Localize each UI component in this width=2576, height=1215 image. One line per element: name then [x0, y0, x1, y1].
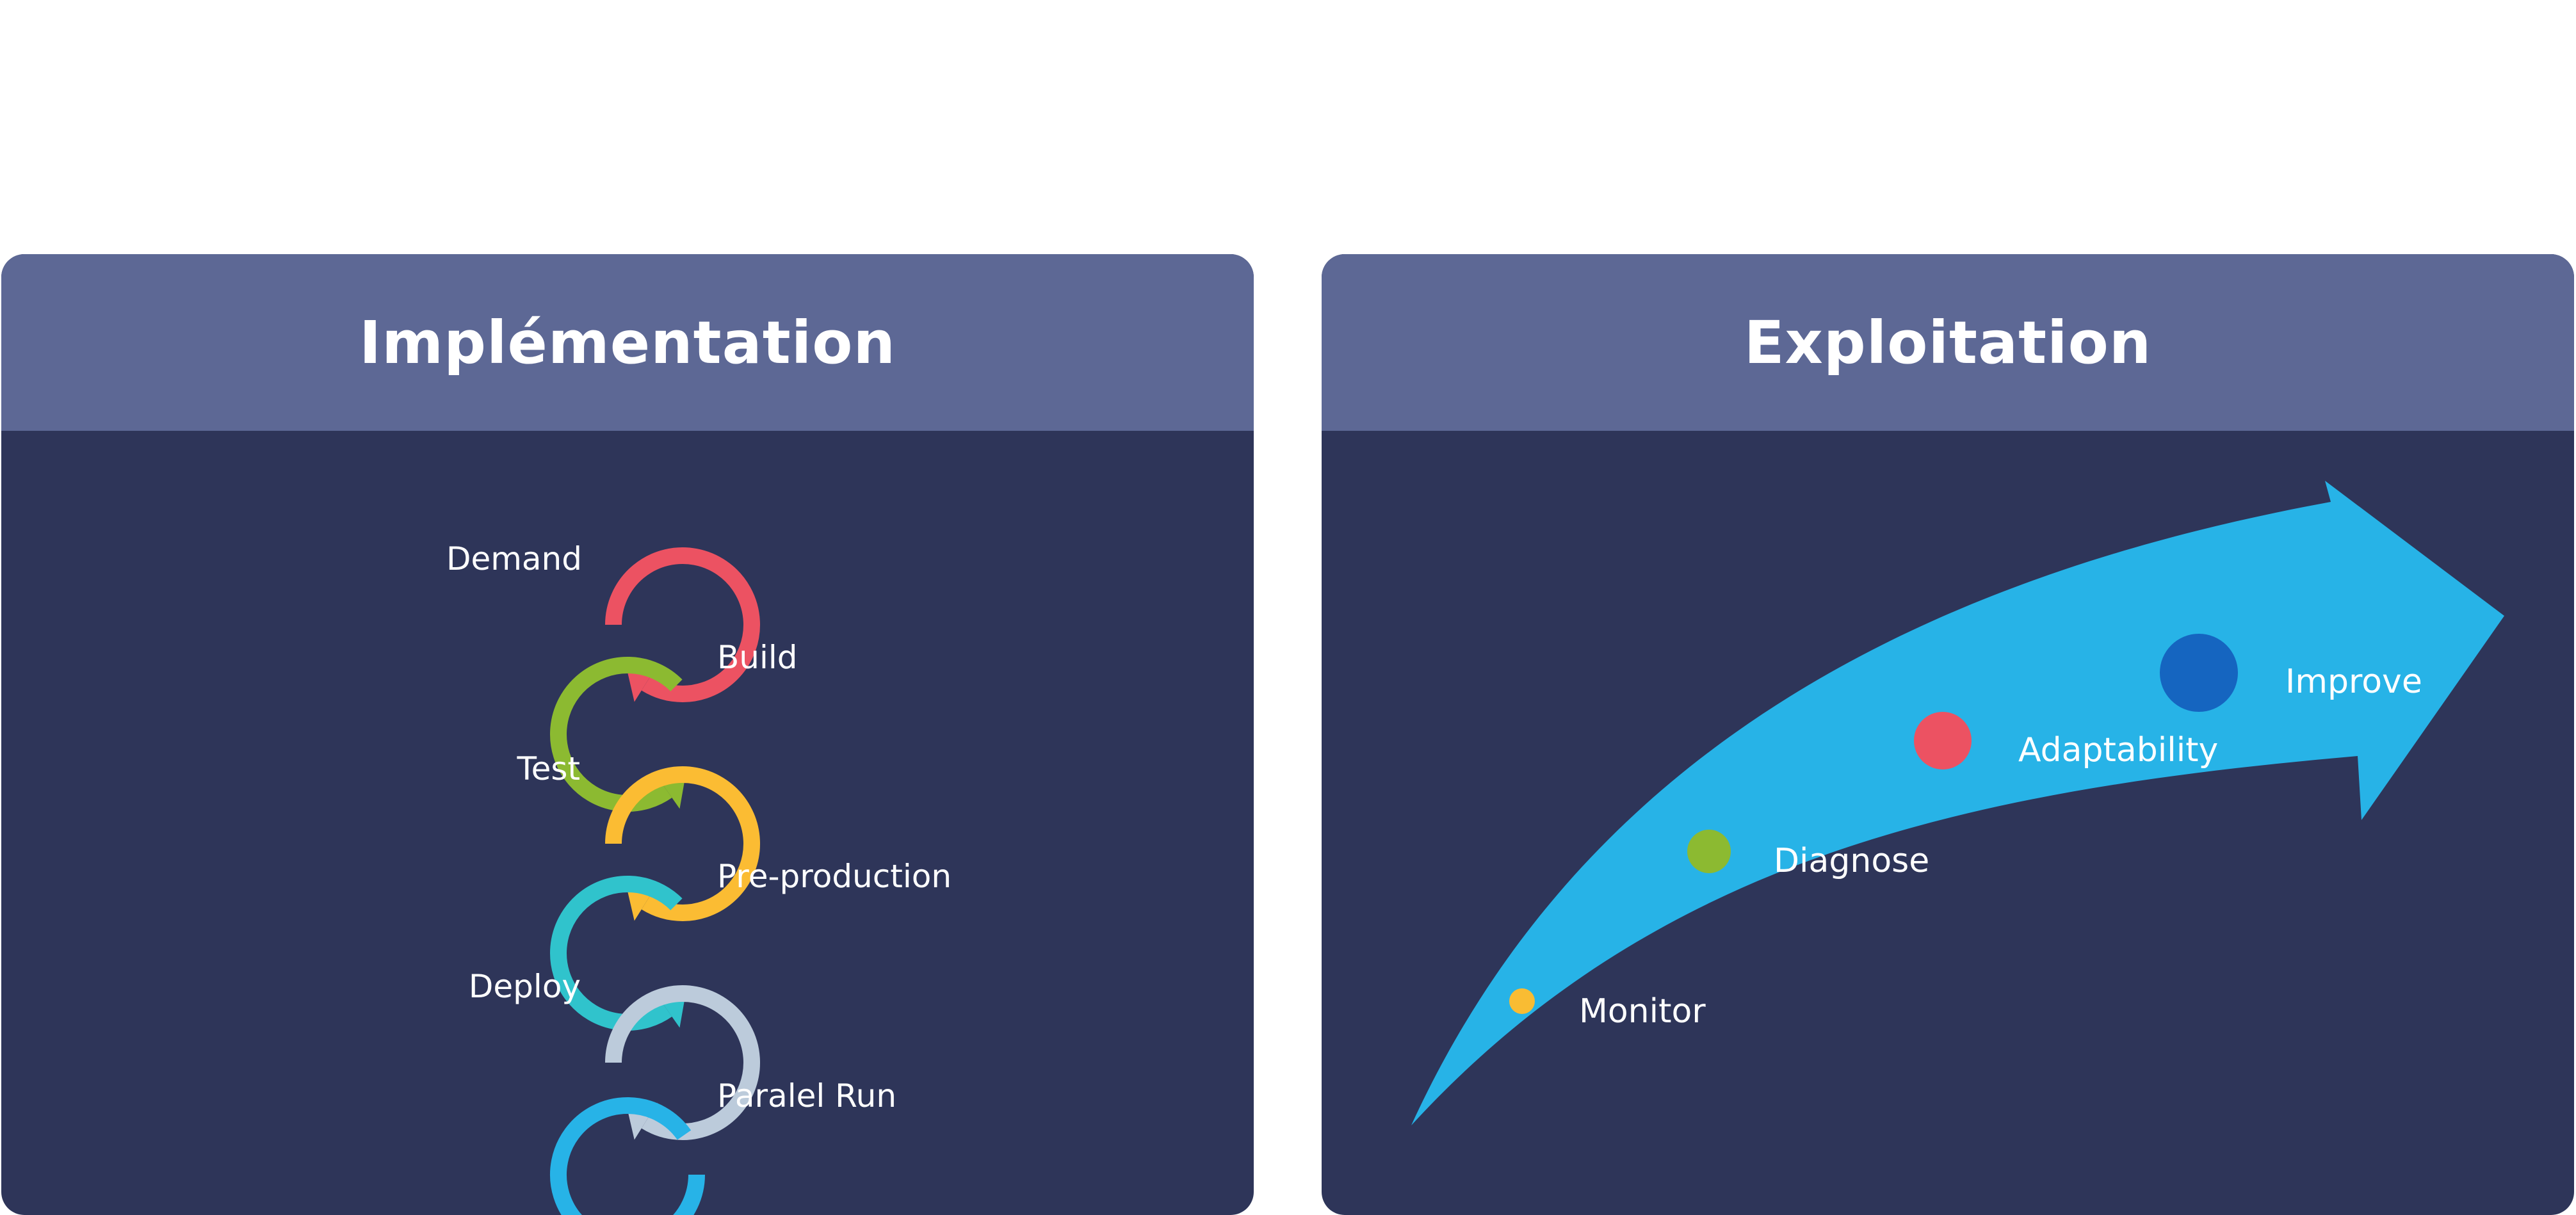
stage-improve: Improve — [2160, 634, 2422, 712]
stage-dot — [1687, 830, 1731, 873]
stage-label: Improve — [2285, 663, 2422, 701]
exploitation-body: Monitor Diagnose Adaptability Improve — [1322, 431, 2574, 1215]
exploitation-panel: Exploitation Monitor Diagnose Adaptability… — [1322, 254, 2574, 1215]
cycle-step-demand: Demand — [446, 540, 760, 702]
stage-diagnose: Diagnose — [1687, 830, 1929, 880]
stage-label: Adaptability — [2018, 731, 2218, 769]
exploitation-header: Exploitation — [1322, 254, 2574, 431]
cycle-step-build: Build — [550, 639, 798, 812]
stage-label: Monitor — [1579, 992, 1706, 1031]
cycle-step-label: Test — [517, 750, 580, 787]
cycle-step-label: Pre-production — [717, 858, 952, 895]
exploitation-arrow-diagram: Monitor Diagnose Adaptability Improve — [1411, 481, 2504, 1125]
stage-dot — [1914, 712, 1972, 769]
cycle-arc — [550, 1097, 705, 1215]
implementation-header: Implémentation — [1, 254, 1254, 431]
stage-dot — [2160, 634, 2238, 712]
cycle-step-label: Deploy — [469, 968, 581, 1005]
cycle-step-label: Demand — [446, 540, 582, 577]
exploitation-title: Exploitation — [1744, 308, 2152, 377]
implementation-body: Demand Build Test Pre-production Deploy Paral… — [1, 431, 1254, 1215]
implementation-panel: Implémentation Demand Build Test Pre-produc… — [1, 254, 1254, 1215]
cycle-step-pre-production: Pre-production — [550, 858, 952, 1031]
cycle-step-label: Paralel Run — [717, 1077, 896, 1114]
cycle-step-test: Test — [517, 750, 760, 921]
stage-monitor: Monitor — [1509, 988, 1706, 1031]
cycle-arc — [605, 547, 760, 702]
growth-arrow — [1411, 481, 2504, 1125]
implementation-cycle-diagram: Demand Build Test Pre-production Deploy Paral… — [446, 540, 952, 1215]
stage-label: Diagnose — [1774, 842, 1929, 880]
stage-dot — [1509, 988, 1535, 1014]
cycle-step-label: Build — [717, 639, 798, 676]
implementation-title: Implémentation — [359, 308, 896, 377]
stage-adaptability: Adaptability — [1914, 712, 2218, 769]
cycle-arc — [605, 766, 760, 921]
cycle-arc — [605, 985, 760, 1140]
cycle-step-paralel-run: Paralel Run — [550, 1077, 896, 1215]
